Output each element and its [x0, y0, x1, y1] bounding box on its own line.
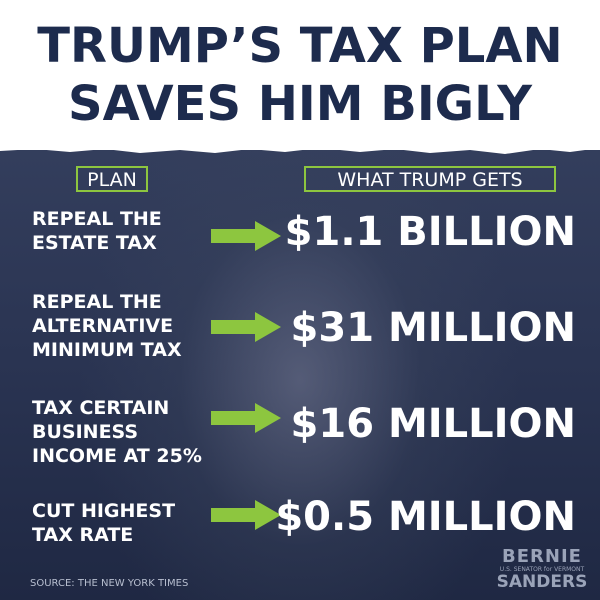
right-arrow-icon	[211, 403, 281, 433]
right-arrow-icon	[211, 221, 281, 251]
logo-top-text: BERNIE	[502, 546, 582, 567]
logo-middle-text: U.S. SENATOR for VERMONT	[499, 566, 585, 573]
page-title-line-1: TRUMP’S TAX PLAN	[37, 18, 563, 74]
page-title-line-2: SAVES HIM BIGLY	[68, 76, 532, 132]
savings-amount: $1.1 BILLION	[284, 209, 576, 255]
header-banner: TRUMP’S TAX PLAN SAVES HIM BIGLY	[0, 0, 600, 150]
plan-text: REPEAL THE ALTERNATIVE MINIMUM TAX	[32, 291, 182, 361]
column-header-plan: PLAN	[76, 166, 148, 192]
savings-amount: $16 MILLION	[290, 401, 576, 447]
torn-edge	[0, 140, 600, 154]
savings-amount: $31 MILLION	[290, 305, 576, 351]
column-header-what-trump-gets: WHAT TRUMP GETS	[304, 166, 556, 192]
plan-text: REPEAL THE ESTATE TAX	[32, 208, 162, 254]
logo-bottom-text: SANDERS	[496, 572, 588, 592]
bernie-sanders-logo: BERNIE U.S. SENATOR for VERMONT SANDERS	[496, 548, 588, 591]
right-arrow-icon	[211, 312, 281, 342]
source-credit: SOURCE: THE NEW YORK TIMES	[30, 578, 189, 589]
plan-text: TAX CERTAIN BUSINESS INCOME AT 25%	[32, 397, 202, 467]
savings-amount: $0.5 MILLION	[275, 494, 576, 540]
right-arrow-icon	[211, 500, 281, 530]
plan-text: CUT HIGHEST TAX RATE	[32, 500, 176, 546]
